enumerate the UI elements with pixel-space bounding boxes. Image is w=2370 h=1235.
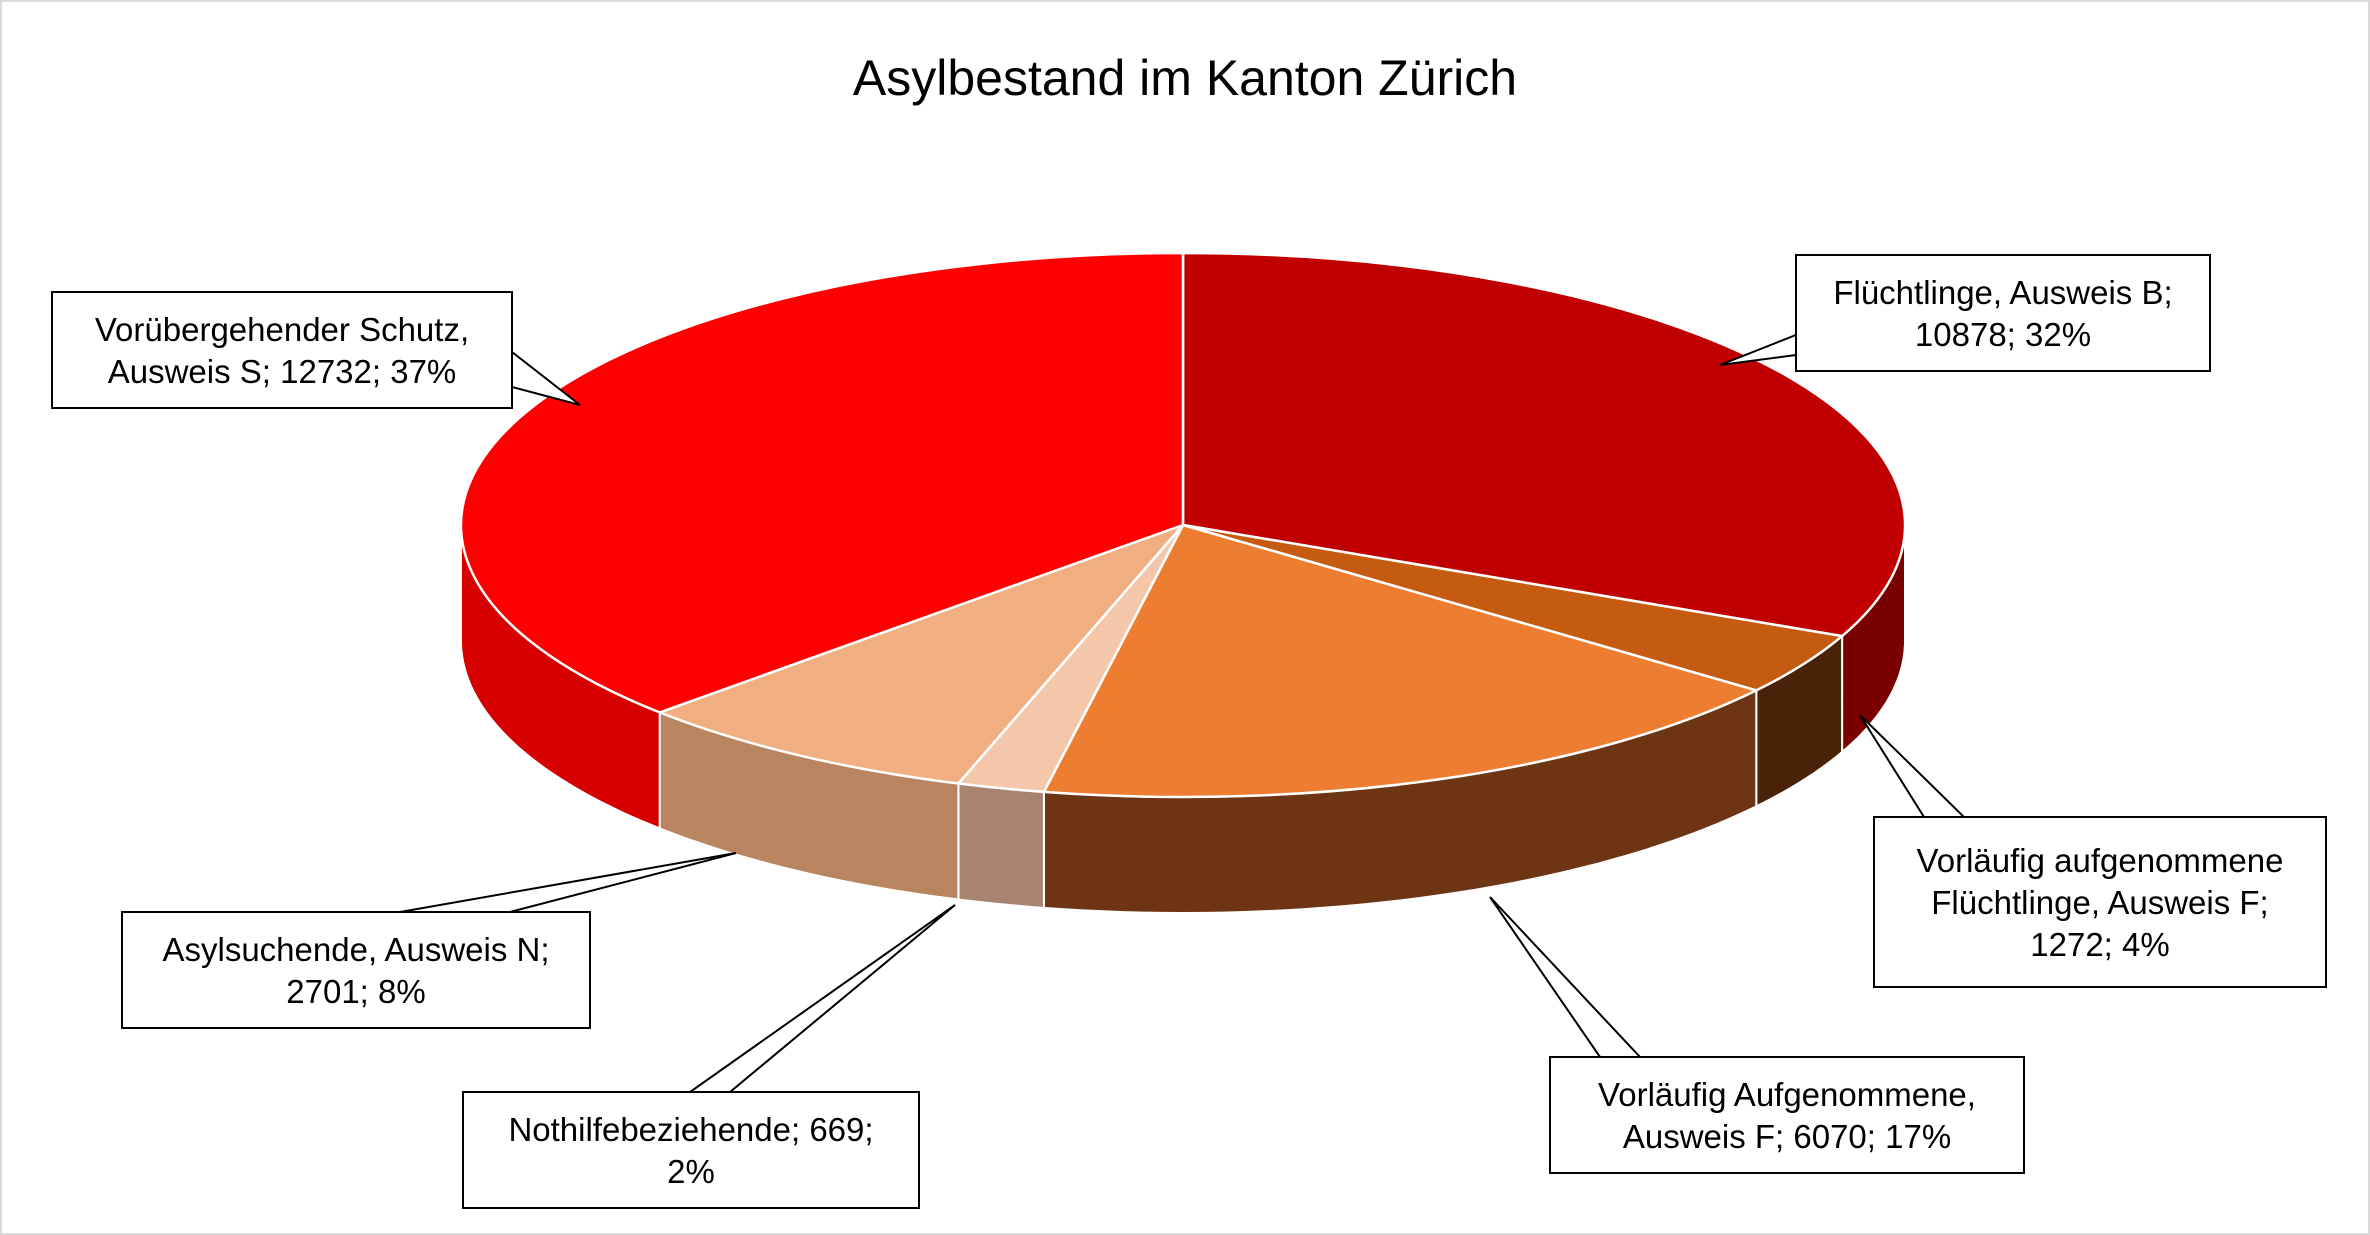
pie-sides — [460, 524, 1906, 914]
pie-tops — [459, 251, 1907, 799]
data-label-1: Vorläufig aufgenommene Flüchtlinge, Auswe… — [1873, 816, 2327, 988]
data-label-box — [1549, 1056, 2025, 1174]
data-label-3: Nothilfebeziehende; 669; 2% — [462, 1091, 920, 1209]
data-label-box — [462, 1091, 920, 1209]
data-label-box — [121, 911, 591, 1029]
data-label-0: Flüchtlinge, Ausweis B; 10878; 32% — [1795, 254, 2211, 372]
data-label-text: 10878; 32% — [1915, 316, 2091, 353]
data-label-text: Vorübergehender Schutz, — [95, 311, 469, 348]
pie-side-3 — [957, 782, 1045, 909]
data-label-box — [1795, 254, 2211, 372]
data-label-text: Asylsuchende, Ausweis N; — [162, 931, 549, 968]
data-label-2: Vorläufig Aufgenommene, Ausweis F; 6070; … — [1549, 1056, 2025, 1174]
data-label-5: Vorübergehender Schutz, Ausweis S; 12732;… — [51, 291, 513, 409]
data-label-text: Ausweis F; 6070; 17% — [1623, 1118, 1951, 1155]
data-label-text: 2% — [667, 1153, 715, 1190]
data-label-text: Vorläufig aufgenommene — [1917, 842, 2284, 879]
data-label-text: Flüchtlinge, Ausweis F; — [1931, 884, 2268, 921]
data-label-text: 2701; 8% — [286, 973, 425, 1010]
data-label-text: Flüchtlinge, Ausweis B; — [1833, 274, 2172, 311]
pie-slice-5 — [459, 251, 1185, 714]
data-label-text: Ausweis S; 12732; 37% — [108, 353, 457, 390]
pie-slice-4 — [658, 523, 1185, 785]
pie-slice-2 — [1042, 523, 1758, 799]
data-label-text: 1272; 4% — [2030, 926, 2169, 963]
data-label-text: Nothilfebeziehende; 669; — [508, 1111, 873, 1148]
pie-slice-0 — [1181, 251, 1907, 638]
data-labels: Flüchtlinge, Ausweis B; 10878; 32% Vorläuf… — [51, 254, 2327, 1209]
chart-title: Asylbestand im Kanton Zürich — [853, 50, 1517, 106]
data-label-4: Asylsuchende, Ausweis N; 2701; 8% — [121, 911, 591, 1029]
data-label-box — [1873, 816, 2327, 988]
data-label-text: Vorläufig Aufgenommene, — [1598, 1076, 1976, 1113]
data-label-box — [51, 291, 513, 409]
